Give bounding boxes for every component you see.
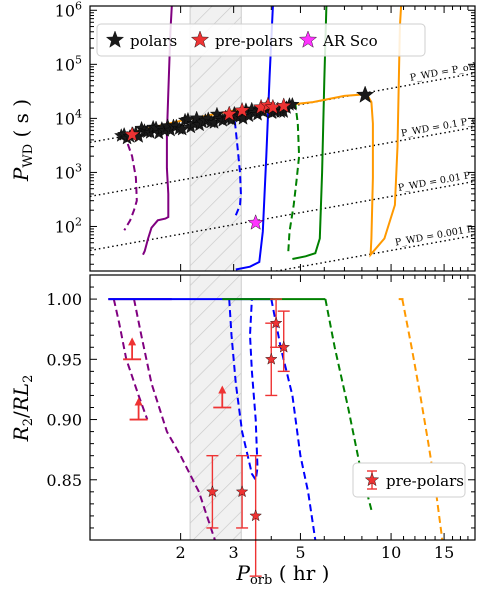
top-legend-label: pre-polars xyxy=(215,32,293,50)
pre-polar-star xyxy=(249,509,262,522)
reference-line xyxy=(272,234,475,271)
top-track-0 xyxy=(142,6,173,256)
bottom-panel: 0.85 0.90 0.95 1.00 2 3 5 10 15 pre-polars R2/RL… xyxy=(9,274,476,588)
pre-polar-star xyxy=(233,101,251,118)
legend-marker xyxy=(298,30,318,48)
pre-polar-star xyxy=(269,316,283,329)
bottom-y-tick-label: 0.95 xyxy=(46,350,82,369)
lower-limit-arrowhead xyxy=(218,385,227,394)
bottom-track-9 xyxy=(401,298,444,540)
top-track-2 xyxy=(235,6,274,271)
pre-polar-star xyxy=(265,352,278,365)
legend-marker xyxy=(364,472,380,487)
x-tick-label: 2 xyxy=(176,543,186,562)
top-legend-label: polars xyxy=(130,32,177,50)
bottom-track-5 xyxy=(270,298,317,540)
ar-sco-star xyxy=(247,214,264,230)
polar-star xyxy=(356,85,375,103)
top-legend-box xyxy=(96,23,426,57)
reference-line-label: P_WD = 0.1 P_orb xyxy=(400,113,489,139)
reference-line-label: P_WD = 0.01 P_orb xyxy=(397,167,491,195)
top-y-tick-label: 102 xyxy=(55,215,82,236)
bottom-legend-box xyxy=(352,462,466,498)
pre-polar-star xyxy=(235,485,249,498)
legend-marker xyxy=(105,30,125,48)
pre-polar-star xyxy=(221,105,238,122)
top-y-tick-label: 105 xyxy=(55,53,82,74)
top-track-4 xyxy=(292,6,328,260)
top-panel-frame xyxy=(89,5,476,272)
top-legend-label: AR Sco xyxy=(322,32,378,50)
top-y-tick-label: 106 xyxy=(55,0,82,20)
lower-limit-arrowhead xyxy=(134,397,143,406)
bottom-y-tick-label: 0.90 xyxy=(46,411,82,430)
bottom-y-tick-label: 0.85 xyxy=(46,471,82,490)
bottom-panel-frame xyxy=(89,274,476,541)
top-track-5 xyxy=(287,101,301,255)
lower-limit-arrowhead xyxy=(128,337,137,346)
polar-star xyxy=(285,96,300,111)
bottom-legend-label: pre-polars xyxy=(386,472,464,490)
top-track-1 xyxy=(121,133,138,231)
top-ylabel: PWD ( s ) xyxy=(9,99,36,182)
bottom-y-tick-label: 1.00 xyxy=(46,290,82,309)
x-tick-label: 5 xyxy=(295,543,305,562)
top-y-tick-label: 104 xyxy=(55,107,82,128)
x-tick-label: 10 xyxy=(381,543,401,562)
x-tick-label: 3 xyxy=(229,543,239,562)
bottom-track-4 xyxy=(228,299,259,483)
bottom-ylabel: R2/RL2 xyxy=(9,375,36,443)
reference-line-label: P_WD = 0.001 P_orb xyxy=(394,220,491,249)
top-track-3 xyxy=(232,110,242,216)
pre-polar-star xyxy=(123,126,141,142)
pre-polar-star xyxy=(277,340,290,353)
legend-marker xyxy=(190,30,210,48)
bottom-track-1 xyxy=(133,298,216,540)
bottom-xlabel: Porb ( hr ) xyxy=(236,561,330,588)
top-y-tick-label: 103 xyxy=(55,161,82,182)
pre-polar-star xyxy=(206,485,219,498)
pre-polar-star xyxy=(275,97,292,113)
x-tick-label: 15 xyxy=(434,543,454,562)
